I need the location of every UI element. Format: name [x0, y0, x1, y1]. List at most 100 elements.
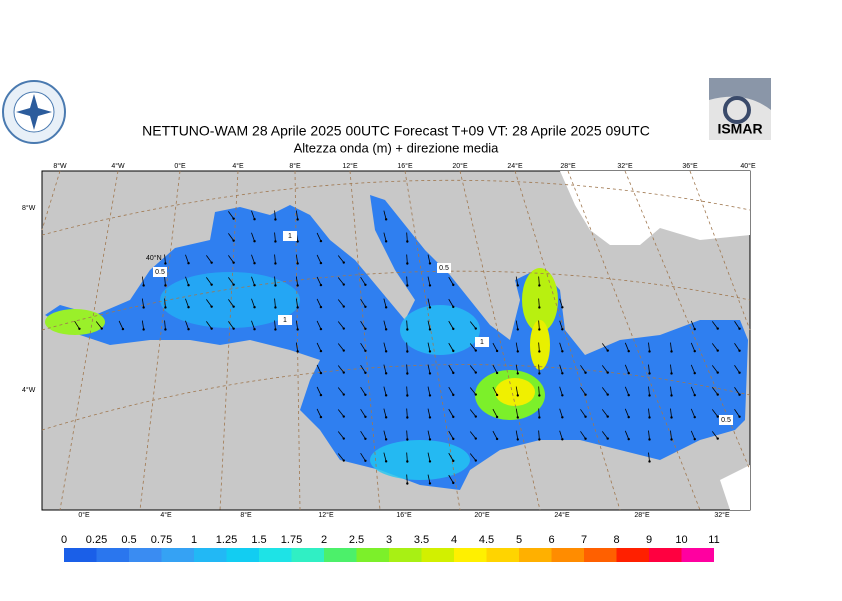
arrow-head	[232, 217, 235, 220]
arrow	[580, 365, 586, 373]
arrow-head	[406, 438, 409, 441]
arrow	[427, 254, 431, 264]
arrow-head	[428, 416, 432, 419]
contour-label: 0.5	[439, 265, 449, 272]
arrow-head	[738, 371, 741, 374]
arrow-head	[342, 349, 345, 352]
arrow-head	[538, 438, 541, 441]
arrow-head	[232, 327, 235, 330]
arrow-head	[561, 372, 564, 375]
arrow	[141, 298, 145, 308]
colorbar-label: 2.5	[349, 534, 364, 546]
arrow	[492, 430, 498, 440]
arrow-head	[274, 306, 277, 309]
arrow	[492, 342, 498, 352]
arrow	[448, 364, 454, 374]
contour-label-bg	[278, 315, 292, 325]
arrow	[670, 408, 672, 418]
arrow	[383, 210, 387, 220]
arrow-head	[142, 284, 145, 287]
lon-label: 8°E	[240, 511, 252, 519]
arrow-head	[406, 416, 409, 419]
arrow	[690, 430, 696, 440]
arrow-head	[606, 415, 609, 418]
colorbar-label: 2	[321, 534, 327, 546]
arrow-head	[210, 261, 213, 264]
arrow	[406, 408, 408, 418]
arrow-head	[693, 393, 696, 397]
arrow	[316, 254, 322, 264]
arrow-head	[452, 459, 455, 463]
colorbar-label: 9	[646, 534, 652, 546]
arrow	[228, 233, 234, 241]
arrow-head	[406, 482, 409, 485]
arrow-head	[78, 327, 81, 330]
arrow-head	[319, 305, 323, 309]
title: NETTUNO-WAM 28 Aprile 2025 00UTC Forecas…	[142, 123, 650, 139]
arrow-head	[561, 328, 564, 331]
colorbar-swatch	[259, 548, 292, 562]
arrow-head	[693, 349, 696, 353]
lon-label: 4°E	[232, 162, 244, 170]
arrow-head	[474, 393, 477, 396]
arrow-head	[538, 350, 541, 353]
arrow	[601, 365, 609, 373]
arrow-head	[319, 327, 323, 331]
arrow-head	[296, 284, 299, 287]
arrow-head	[232, 239, 235, 242]
arrow-head	[406, 262, 409, 265]
arrow	[492, 364, 498, 374]
arrow	[206, 277, 212, 285]
arrow-head	[296, 306, 299, 309]
arrow-head	[406, 284, 409, 287]
arrow-head	[670, 350, 673, 353]
arrow	[141, 320, 145, 330]
map: 0.5 1 1 0.5 1 0.5	[41, 170, 751, 511]
arrow	[648, 430, 650, 440]
arrow	[448, 276, 454, 286]
arrow	[648, 452, 650, 462]
wave-area	[370, 440, 470, 480]
arrow-head	[274, 240, 277, 243]
arrow-head	[428, 284, 432, 287]
arrow	[337, 255, 345, 263]
arrow-head	[452, 437, 455, 441]
arrow	[711, 365, 719, 373]
arrow-head	[474, 327, 477, 330]
arrow-head	[319, 239, 323, 243]
arrow	[185, 298, 189, 308]
arrow-head	[296, 328, 299, 331]
arrow	[559, 342, 563, 352]
contour-label-bg	[437, 263, 451, 273]
arrow-head	[342, 415, 345, 418]
arrow-head	[452, 305, 455, 309]
arrow-head	[428, 394, 432, 397]
arrow-head	[648, 394, 651, 397]
arrow	[406, 342, 408, 352]
colorbar-swatch	[421, 548, 454, 562]
arrow	[469, 343, 477, 351]
arrow	[601, 343, 609, 351]
colorbar-label: 1.5	[251, 534, 266, 546]
arrow	[316, 232, 322, 242]
arrow	[734, 365, 740, 373]
arrow-head	[364, 371, 367, 375]
arrow-head	[364, 327, 367, 331]
arrow	[469, 321, 477, 329]
arrow-head	[693, 371, 696, 375]
arrow	[383, 452, 387, 462]
arrow	[316, 386, 322, 396]
wave-area	[400, 305, 480, 355]
arrow-head	[693, 437, 696, 441]
arrow-head	[121, 327, 125, 331]
colorbar-label: 8	[613, 534, 619, 546]
arrow	[383, 430, 387, 440]
arrow	[295, 276, 299, 286]
arrow-head	[210, 283, 213, 286]
colorbar-swatch	[486, 548, 519, 562]
lon-label: 40°E	[740, 162, 756, 170]
arrow	[337, 321, 345, 329]
arrow	[164, 298, 166, 308]
arrow	[538, 342, 540, 352]
arrow-head	[384, 328, 388, 331]
